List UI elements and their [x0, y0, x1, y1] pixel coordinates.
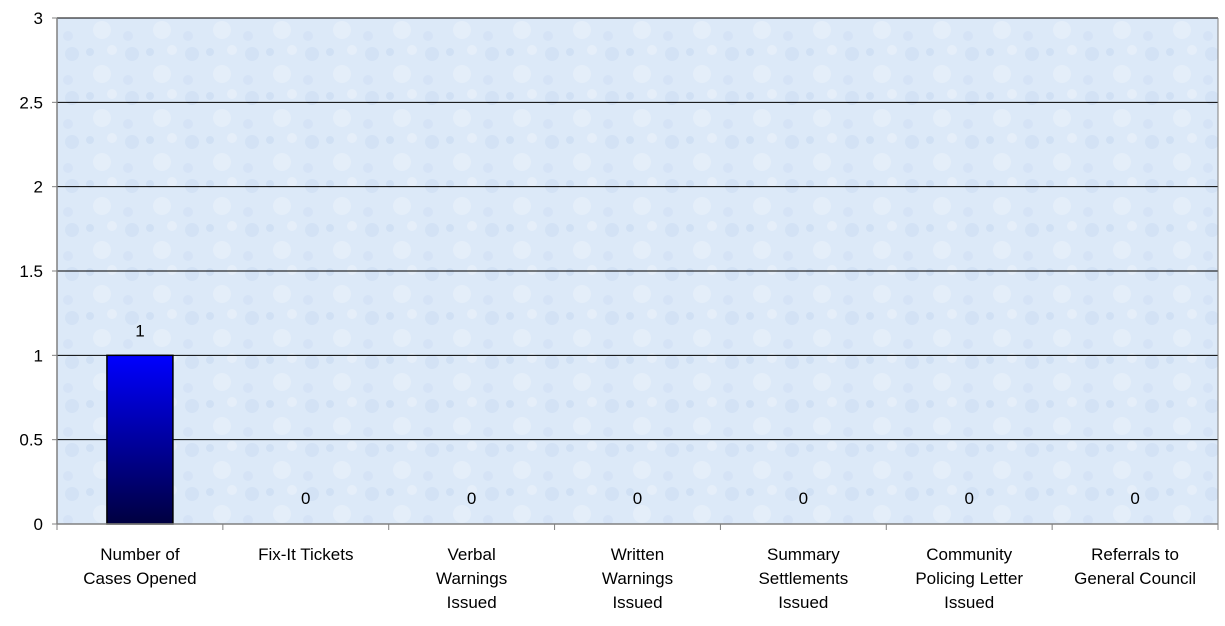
- category-label-line: Written: [611, 545, 665, 564]
- category-label-line: Issued: [944, 593, 994, 612]
- category-label: Referrals to General Council: [1074, 545, 1196, 588]
- category-label-line: Policing Letter: [915, 569, 1023, 588]
- y-tick-label: 2: [34, 178, 43, 197]
- category-label: Community Policing Letter Issued: [915, 545, 1023, 612]
- bar-data-label: 0: [633, 489, 642, 508]
- bar-data-label: 0: [1130, 489, 1139, 508]
- category-label-line: Referrals to: [1091, 545, 1179, 564]
- bar-data-label: 1: [135, 321, 144, 340]
- y-tick-label: 0: [34, 515, 43, 534]
- y-tick-label: 0.5: [19, 431, 43, 450]
- x-axis-category-labels: Number of Cases Opened Fix-It Tickets Verba…: [83, 545, 1196, 612]
- category-label: Written Warnings Issued: [602, 545, 673, 612]
- bar-data-label: 0: [467, 489, 476, 508]
- category-label-line: Cases Opened: [83, 569, 196, 588]
- bar-data-label: 0: [301, 489, 310, 508]
- bar-data-label: 0: [799, 489, 808, 508]
- category-label-line: Summary: [767, 545, 840, 564]
- y-tick-label: 2.5: [19, 93, 43, 112]
- category-label-line: Issued: [447, 593, 497, 612]
- category-label-line: Community: [926, 545, 1012, 564]
- bars: [106, 354, 174, 525]
- category-label-line: Settlements: [758, 569, 848, 588]
- category-label: Verbal Warnings Issued: [436, 545, 507, 612]
- y-axis-ticks: 0 0.5 1 1.5 2 2.5 3: [19, 9, 57, 534]
- gridlines: [57, 17, 1218, 441]
- data-labels: 1 0 0 0 0 0 0: [135, 321, 1140, 508]
- category-label-line: Warnings: [436, 569, 507, 588]
- category-label-line: Issued: [778, 593, 828, 612]
- category-label: Summary Settlements Issued: [758, 545, 848, 612]
- y-tick-label: 3: [34, 9, 43, 28]
- category-label-line: Verbal: [448, 545, 496, 564]
- category-label: Number of Cases Opened: [83, 545, 196, 588]
- category-label-line: General Council: [1074, 569, 1196, 588]
- category-label-line: Issued: [612, 593, 662, 612]
- category-label-line: Fix-It Tickets: [258, 545, 353, 564]
- y-tick-label: 1: [34, 346, 43, 365]
- category-label: Fix-It Tickets: [258, 545, 353, 564]
- y-tick-label: 1.5: [19, 262, 43, 281]
- category-label-line: Warnings: [602, 569, 673, 588]
- bar-data-label: 0: [964, 489, 973, 508]
- category-label-line: Number of: [100, 545, 180, 564]
- bar: [106, 354, 174, 525]
